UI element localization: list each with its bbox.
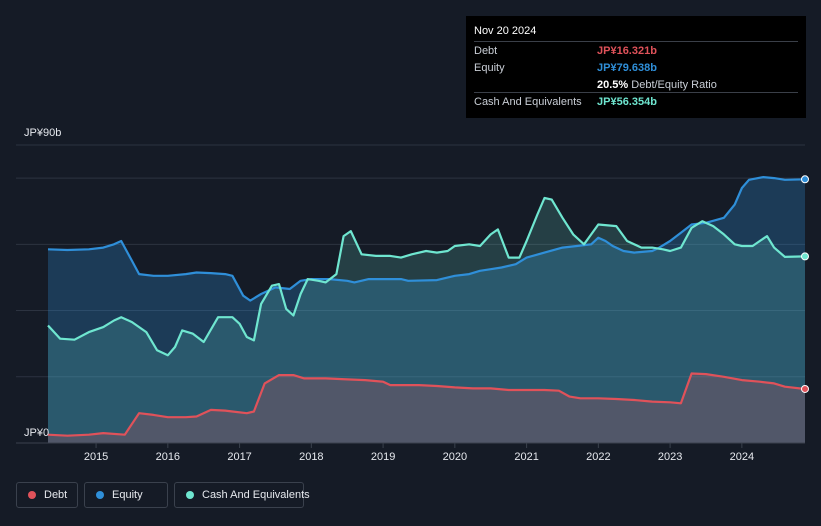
tooltip-date: Nov 20 2024 <box>474 25 537 37</box>
x-tick-label: 2022 <box>586 451 610 463</box>
tooltip-ratio: 20.5% Debt/Equity Ratio <box>597 79 717 91</box>
debt-end-marker <box>801 384 809 393</box>
tooltip-debt-label: Debt <box>474 45 498 57</box>
tooltip-cash-value: JP¥56.354b <box>597 96 657 108</box>
legend-item-debt[interactable]: Debt <box>16 482 78 508</box>
legend-item-equity[interactable]: Equity <box>84 482 168 508</box>
x-tick-label: 2023 <box>658 451 682 463</box>
cash-line <box>47 196 806 357</box>
tooltip-panel: Nov 20 2024 Debt JP¥16.321b Equity JP¥79… <box>466 16 806 118</box>
tooltip-cash-label: Cash And Equivalents <box>474 96 582 108</box>
cash-area <box>48 198 805 443</box>
cash-end-marker <box>801 252 809 261</box>
x-tick-label: 2021 <box>514 451 538 463</box>
equity-area <box>48 177 805 443</box>
y-axis-top-label: JP¥90b <box>24 127 61 139</box>
tooltip-ratio-label: Debt/Equity Ratio <box>631 79 717 91</box>
tooltip-ratio-value: 20.5% <box>597 79 629 91</box>
tooltip-cash-row: Cash And Equivalents JP¥56.354b <box>474 92 798 110</box>
tooltip-ratio-row: 20.5% Debt/Equity Ratio <box>474 75 798 93</box>
legend-equity-dot-icon <box>96 491 104 499</box>
equity-end-marker <box>801 175 809 184</box>
tooltip-equity-label: Equity <box>474 62 505 74</box>
legend-item-cash[interactable]: Cash And Equivalents <box>174 482 310 508</box>
tooltip-debt-value: JP¥16.321b <box>597 45 657 57</box>
chart-lines <box>47 176 806 437</box>
y-axis-bottom-label: JP¥0 <box>24 427 49 439</box>
debt-area <box>48 373 805 443</box>
x-axis-ticks: 2015 2016 2017 2018 2019 2020 2021 2022 2023 2024 <box>16 442 805 463</box>
x-tick-label: 2017 <box>227 451 251 463</box>
x-tick-label: 2015 <box>84 451 108 463</box>
debt-line <box>47 372 806 437</box>
tooltip-equity-value: JP¥79.638b <box>597 62 657 74</box>
x-tick-label: 2016 <box>156 451 180 463</box>
tooltip-equity-row: Equity JP¥79.638b <box>474 58 798 76</box>
x-tick-label: 2019 <box>371 451 395 463</box>
legend-cash-dot-icon <box>186 491 194 499</box>
x-tick-label: 2020 <box>443 451 467 463</box>
chart-end-markers <box>801 175 809 393</box>
chart-areas <box>48 177 805 443</box>
x-tick-label: 2024 <box>730 451 754 463</box>
legend-cash-label: Cash And Equivalents <box>202 489 310 501</box>
legend-equity-label: Equity <box>112 489 143 501</box>
legend-debt-dot-icon <box>28 491 36 499</box>
equity-line <box>47 176 806 302</box>
tooltip-debt-row: Debt JP¥16.321b <box>474 41 798 59</box>
x-tick-label: 2018 <box>299 451 323 463</box>
legend-debt-label: Debt <box>44 489 68 501</box>
